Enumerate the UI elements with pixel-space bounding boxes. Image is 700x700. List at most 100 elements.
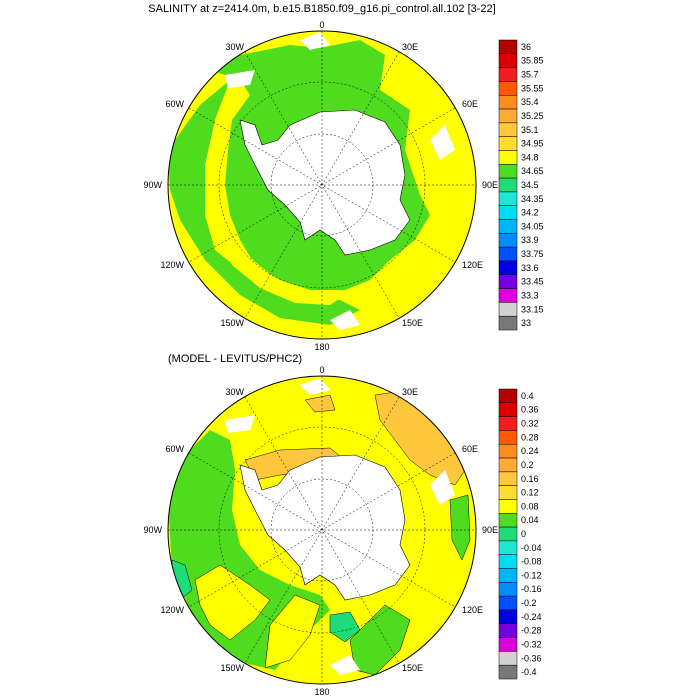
colorbar-label: 0.16: [521, 474, 539, 484]
colorbar-swatch: [498, 67, 518, 82]
colorbar-label: -0.4: [521, 667, 537, 677]
lon-label: 120E: [462, 260, 483, 270]
colorbar-swatch: [498, 499, 518, 514]
colorbar-swatch: [498, 540, 518, 555]
colorbar-label: 33: [521, 318, 531, 328]
colorbar-label: -0.36: [521, 653, 542, 663]
lon-label: 30E: [402, 387, 418, 397]
colorbar-swatch: [498, 246, 518, 262]
graticule: [168, 376, 476, 684]
colorbar-label: -0.24: [521, 612, 542, 622]
difference-panel: (MODEL - LEVITUS/PHC2): [143, 353, 541, 697]
salinity-panel: SALINITY at z=2414.0m, b.e15.B1850.f09_g…: [143, 3, 543, 352]
colorbar-label: 34.05: [521, 221, 544, 231]
lon-label: 60W: [165, 99, 184, 109]
longitude-labels: 0 30E 60E 90E 120E 150E 180 150W 120W 90…: [143, 365, 498, 697]
lon-label: 30E: [402, 42, 418, 52]
colorbar-label: -0.28: [521, 626, 542, 636]
colorbar-label: 35.85: [521, 56, 544, 66]
colorbar-label: 0.36: [521, 405, 539, 415]
colorbar-label: 34.2: [521, 208, 539, 218]
colorbar-label: 34.65: [521, 166, 544, 176]
colorbar-swatch: [498, 513, 518, 528]
colorbar-swatch: [498, 402, 518, 417]
colorbar-label: 33.3: [521, 290, 539, 300]
lon-label: 150E: [402, 663, 423, 673]
colorbar-label: 0.12: [521, 488, 539, 498]
lon-label: 30W: [225, 42, 244, 52]
salinity-green-rim: [168, 80, 360, 325]
lon-label: 180: [314, 687, 329, 697]
panel-title: (MODEL - LEVITUS/PHC2): [168, 353, 302, 365]
diff-cyan-patch: [329, 611, 361, 643]
lon-label: 120E: [462, 605, 483, 615]
salinity-colorbar: 36 35.85 35.7 35.55 35.4 35.25 35.1 34.95 34.8 34…: [498, 39, 544, 331]
colorbar-swatch: [498, 651, 518, 666]
colorbar-swatch: [498, 443, 518, 459]
colorbar-label: 34.8: [521, 152, 539, 162]
polar-map: [168, 376, 476, 684]
colorbar-swatch: [498, 260, 518, 276]
salinity-yellow-band: [208, 130, 345, 305]
graticule: [168, 31, 476, 339]
antarctica-landmass: [239, 454, 411, 601]
colorbar-label: -0.12: [521, 570, 542, 580]
colorbar-swatch: [498, 568, 518, 583]
colorbar-swatch: [498, 205, 518, 220]
colorbar-label: 34.95: [521, 139, 544, 149]
longitude-labels: 0 30E 60E 90E 120E 150E 180 150W 120W 90…: [143, 20, 498, 352]
colorbar-swatch: [498, 664, 518, 680]
lon-label: 60E: [462, 444, 478, 454]
colorbar-swatch: [498, 315, 518, 331]
colorbar-label: 33.6: [521, 263, 539, 273]
colorbar-swatch: [498, 416, 518, 431]
lon-label: 60E: [462, 99, 478, 109]
colorbar-label: 34.35: [521, 194, 544, 204]
colorbar-swatch: [498, 53, 518, 68]
colorbar-swatch: [498, 39, 518, 55]
lon-label: 120W: [160, 605, 184, 615]
antarctica-landmass: [239, 109, 411, 256]
colorbar-label: 0.04: [521, 515, 539, 525]
colorbar-swatch: [498, 471, 518, 486]
colorbar-label: 34.5: [521, 180, 539, 190]
panel-title: SALINITY at z=2414.0m, b.e15.B1850.f09_g…: [148, 3, 495, 15]
colorbar-swatch: [498, 609, 518, 625]
colorbar-label: 36: [521, 42, 531, 52]
lon-label: 150W: [220, 663, 244, 673]
colorbar-swatch: [498, 582, 518, 597]
colorbar-swatch: [498, 164, 518, 179]
lon-label: 0: [319, 20, 324, 30]
lon-label: 90E: [482, 180, 498, 190]
colorbar-swatch: [498, 388, 518, 404]
colorbar-swatch: [498, 554, 518, 569]
lon-label: 150W: [220, 318, 244, 328]
colorbar-label: 35.55: [521, 83, 544, 93]
lon-label: 90W: [143, 180, 162, 190]
colorbar-swatch: [498, 430, 518, 445]
colorbar-label: 0.32: [521, 419, 539, 429]
lon-label: 90W: [143, 525, 162, 535]
colorbar-swatch: [498, 274, 518, 289]
colorbar-label: -0.08: [521, 557, 542, 567]
colorbar-swatch: [498, 219, 518, 234]
colorbar-label: 35.1: [521, 125, 539, 135]
colorbar-label: 35.7: [521, 70, 539, 80]
colorbar-label: 35.4: [521, 97, 539, 107]
colorbar-label: -0.32: [521, 639, 542, 649]
colorbar-swatch: [498, 233, 518, 248]
colorbar-label: -0.04: [521, 543, 542, 553]
colorbar-swatch: [498, 288, 518, 303]
lon-label: 120W: [160, 260, 184, 270]
colorbar-swatch: [498, 623, 518, 638]
lon-label: 180: [314, 342, 329, 352]
colorbar-label: -0.2: [521, 598, 537, 608]
colorbar-label: -0.16: [521, 584, 542, 594]
lon-label: 0: [319, 365, 324, 375]
colorbar-label: 35.25: [521, 111, 544, 121]
colorbar-swatch: [498, 526, 518, 542]
colorbar-swatch: [498, 485, 518, 500]
colorbar-label: 0: [521, 529, 526, 539]
colorbar-label: 0.2: [521, 460, 534, 470]
